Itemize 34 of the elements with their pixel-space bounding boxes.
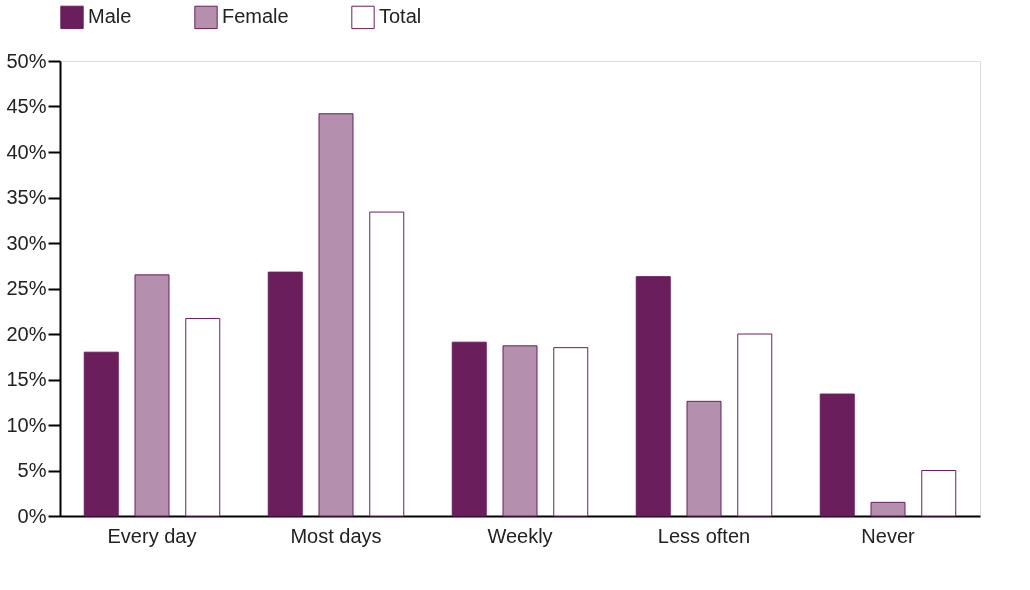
bar (185, 318, 221, 517)
y-tick-label: 35% (6, 186, 47, 208)
bar (318, 113, 354, 517)
legend-label: Female (222, 5, 289, 28)
y-tick-label: 5% (17, 459, 47, 481)
bar (502, 345, 538, 517)
x-tick-label: Most days (290, 524, 382, 547)
bar (83, 351, 119, 517)
bar (819, 393, 855, 517)
bar (553, 347, 589, 517)
bar (267, 271, 303, 517)
x-tick-label: Every day (107, 524, 197, 547)
bar (686, 400, 722, 517)
x-tick-label: Never (861, 524, 916, 547)
x-tick-label: Less often (657, 524, 751, 547)
y-tick-label: 30% (6, 231, 47, 254)
y-tick-label: 45% (6, 95, 47, 117)
x-tick-label: Weekly (487, 524, 553, 547)
bar (737, 333, 773, 517)
legend-label: Total (379, 5, 422, 28)
legend-label: Male (88, 5, 132, 28)
y-tick-label: 0% (17, 504, 47, 527)
y-tick-label: 40% (6, 140, 47, 163)
y-tick-label: 10% (6, 413, 47, 436)
y-tick-label: 15% (6, 368, 47, 390)
bar (921, 470, 957, 517)
bar (134, 274, 170, 517)
bar (635, 276, 671, 517)
bar (451, 341, 487, 517)
bar (870, 501, 906, 517)
bar (369, 211, 405, 517)
y-tick-label: 20% (6, 322, 47, 345)
y-tick-label: 25% (6, 277, 47, 299)
y-tick-label: 50% (6, 49, 47, 72)
